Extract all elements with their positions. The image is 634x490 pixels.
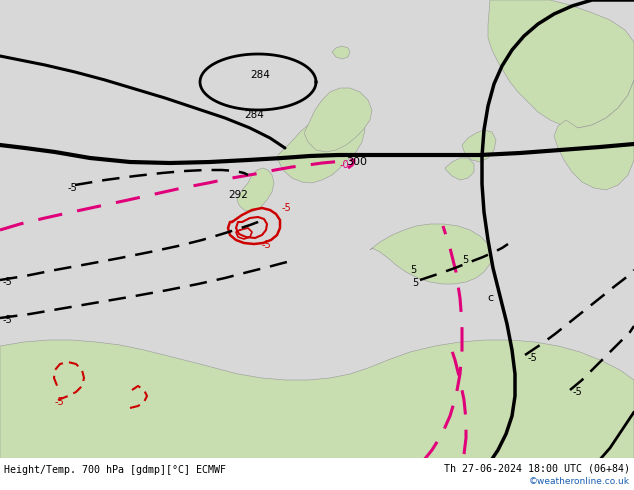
Text: Th 27-06-2024 18:00 UTC (06+84): Th 27-06-2024 18:00 UTC (06+84) [444,463,630,473]
Text: c: c [487,293,493,303]
Polygon shape [0,340,634,490]
Polygon shape [370,224,492,284]
Text: -0: -0 [340,160,349,170]
Text: -5: -5 [282,203,292,213]
Polygon shape [462,130,496,162]
Text: 300: 300 [346,157,367,167]
Polygon shape [237,168,274,212]
Text: -5: -5 [68,183,78,193]
Text: 284: 284 [250,70,270,80]
Text: -5: -5 [573,387,583,397]
Text: 5: 5 [462,255,469,265]
Polygon shape [445,158,474,180]
Text: 292: 292 [228,190,248,200]
Polygon shape [304,88,372,152]
Text: -5: -5 [3,315,13,325]
Text: -5: -5 [528,353,538,363]
Text: -5: -5 [3,277,13,287]
Bar [0,458,634,490]
Text: 5: 5 [412,278,418,288]
Polygon shape [332,46,350,59]
Text: ©weatheronline.co.uk: ©weatheronline.co.uk [529,476,630,486]
Text: Height/Temp. 700 hPa [gdmp][°C] ECMWF: Height/Temp. 700 hPa [gdmp][°C] ECMWF [4,465,226,475]
Polygon shape [278,105,365,183]
Text: 284: 284 [244,110,264,120]
Text: -5: -5 [55,397,65,407]
Text: -5: -5 [262,240,272,250]
Polygon shape [554,80,634,190]
Text: 5: 5 [410,265,417,275]
Polygon shape [488,0,634,128]
